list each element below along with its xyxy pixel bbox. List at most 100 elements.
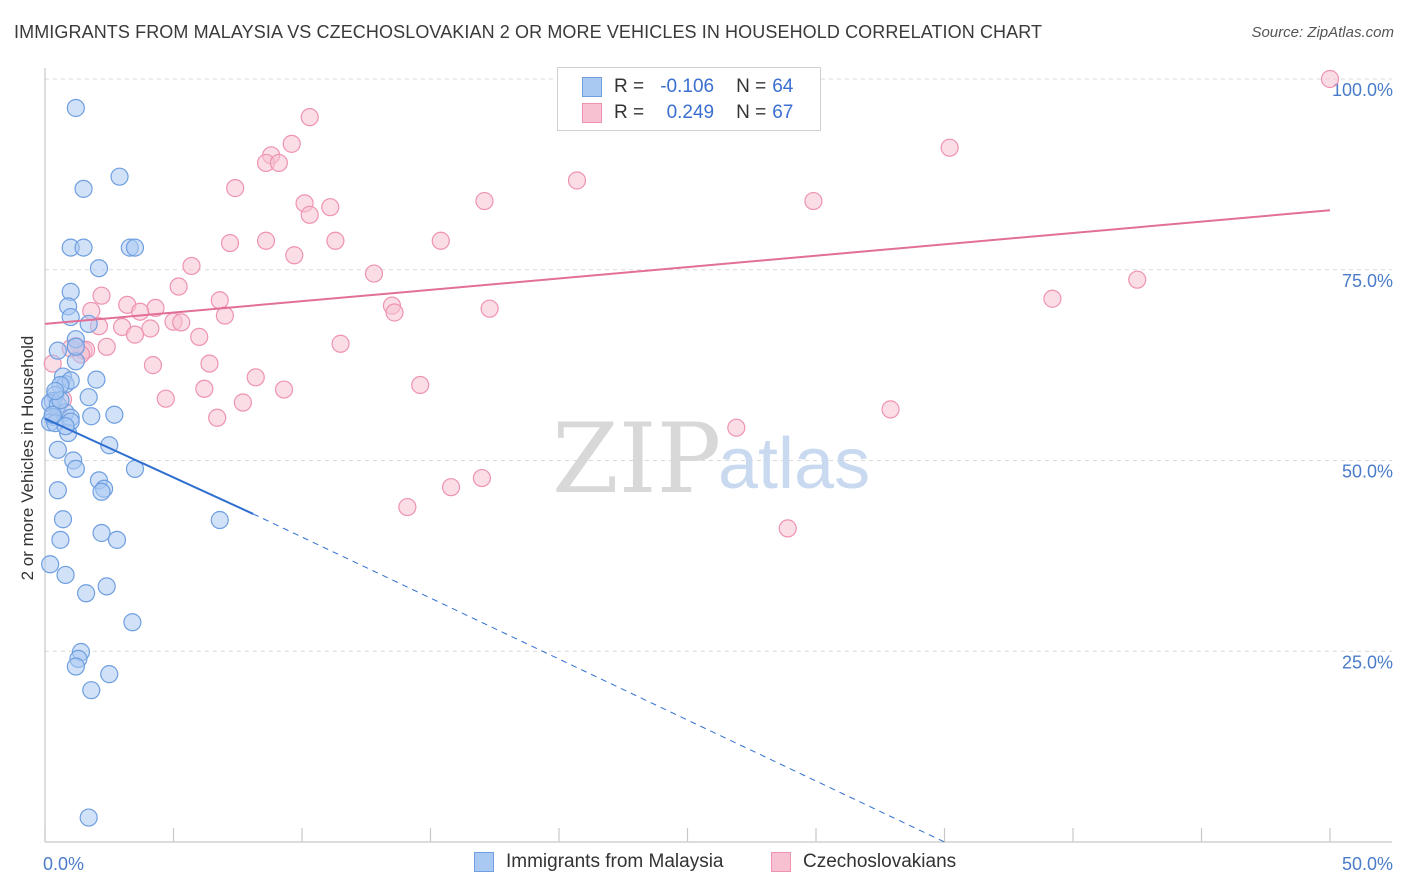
data-point [156,389,175,408]
data-point [46,381,65,401]
data-point [285,246,304,265]
trend-line-0 [44,417,254,515]
legend-swatch-malaysia [582,77,602,97]
legend-r-label: R = [614,76,645,97]
data-point [1320,69,1340,89]
stats-legend: R = -0.106 N = 64 R = 0.249 N = 67 [557,67,821,131]
data-point [97,577,116,596]
data-point [82,681,101,700]
legend-item-malaysia[interactable]: Immigrants from Malaysia [474,851,724,873]
data-point [107,530,127,549]
legend-row-malaysia: R = -0.106 N = 64 [582,75,793,99]
data-point [226,179,245,198]
data-point [778,519,797,538]
legend-swatch-czechoslovakians [771,852,791,872]
data-point [87,370,106,389]
data-point [364,264,384,283]
trend-extension-0 [252,513,945,843]
data-point [190,327,209,346]
x-tick-label-min: 0.0% [43,854,84,874]
data-point [66,657,85,676]
data-point [141,319,160,338]
data-point [321,198,340,217]
legend-swatch-czechoslovakians [582,103,602,123]
data-point [48,440,67,459]
data-point [66,337,85,356]
data-point [1128,270,1147,289]
data-point [195,379,214,398]
data-point [233,393,252,412]
data-point [123,613,142,632]
data-point [130,302,150,321]
legend-r-value: -0.106 [660,76,715,97]
data-point [172,313,191,332]
data-point [53,510,73,529]
data-point [300,108,319,127]
data-point [100,665,119,684]
data-point [208,408,227,427]
watermark-zip: ZIP [552,403,721,515]
legend-n-value: 64 [772,76,794,97]
source-credit: Source: ZipAtlas.com [1251,24,1394,41]
legend-n-value: 67 [772,102,794,123]
axes [44,68,1392,843]
data-point [326,231,345,250]
data-point [169,277,188,296]
data-point [74,238,93,257]
legend-r-value: 0.249 [666,102,715,123]
data-point [200,354,219,373]
data-point [220,233,240,253]
data-point [110,167,129,186]
data-point [475,191,494,211]
series-legend: Immigrants from Malaysia Czechoslovakian… [0,851,1406,877]
x-tick-label-max: 50.0% [1342,854,1393,874]
data-point [256,231,276,250]
data-point [41,555,60,574]
data-point [411,375,430,395]
data-point [804,191,823,211]
data-point [92,523,111,543]
legend-label-malaysia: Immigrants from Malaysia [506,851,724,872]
data-point [210,291,229,310]
data-point [182,256,201,276]
legend-n-label: N = [736,76,767,97]
data-point [82,407,101,426]
legend-label-czechoslovakians: Czechoslovakians [803,851,957,872]
data-point [331,334,350,353]
data-point [940,138,959,157]
data-point [246,368,265,387]
data-point [66,459,85,478]
legend-swatch-malaysia [474,852,494,872]
y-tick-label: 100.0% [1332,80,1393,100]
watermark-atlas: atlas [718,424,870,504]
data-point [567,171,587,190]
data-point [51,530,70,549]
data-point [77,584,96,603]
data-point [97,337,116,356]
data-point [74,179,93,198]
chart-title: IMMIGRANTS FROM MALAYSIA VS CZECHOSLOVAK… [14,22,1043,42]
data-point [441,478,461,497]
gridlines [45,78,1392,652]
data-point [79,808,98,827]
data-point [274,380,294,399]
data-point [431,231,450,250]
data-point [472,468,491,488]
data-point [125,238,145,257]
data-point [125,325,145,344]
y-tick-label: 75.0% [1342,271,1393,291]
data-point [92,482,111,501]
y-tick-label: 25.0% [1342,652,1393,672]
data-point [48,341,67,360]
data-point [79,388,98,407]
data-point [43,405,62,424]
trend-line-1 [44,209,1331,325]
trend-lines [44,209,1331,843]
ticks: 25.0% 50.0% 75.0% 100.0% 0.0% 50.0% [43,80,1393,874]
data-point [1043,289,1062,308]
data-point [92,286,111,305]
data-point [105,405,124,424]
data-point [79,314,98,334]
data-point [48,481,67,500]
legend-item-czechoslovakians[interactable]: Czechoslovakians [771,851,956,873]
